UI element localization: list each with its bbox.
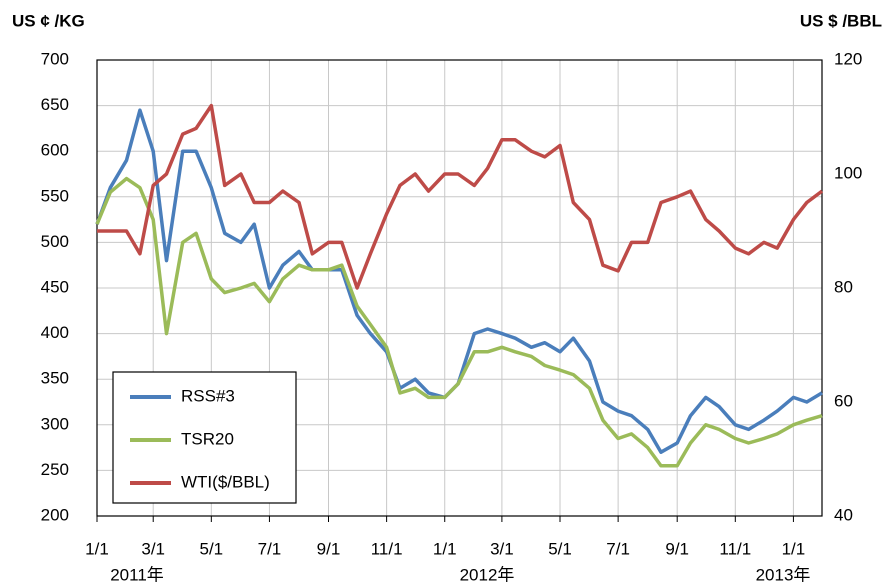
y-tick-label: 550 xyxy=(41,186,69,205)
x-tick-label: 3/1 xyxy=(490,539,514,558)
y-tick-label: 500 xyxy=(41,232,69,251)
legend-label: RSS#3 xyxy=(181,386,235,405)
series-line xyxy=(95,176,823,468)
x-tick-label: 9/1 xyxy=(665,539,689,558)
y-tick-label: 300 xyxy=(41,414,69,433)
x-tick-label: 1/1 xyxy=(85,539,109,558)
year-label: 2013年 xyxy=(756,565,811,584)
plot-border xyxy=(96,59,823,517)
x-tick-label: 3/1 xyxy=(141,539,165,558)
year-label: 2012年 xyxy=(460,565,515,584)
series-line xyxy=(97,103,824,290)
legend-label: WTI($/BBL) xyxy=(181,472,270,491)
y-tick-label: 600 xyxy=(41,141,69,160)
x-tick-label: 11/1 xyxy=(719,539,751,558)
y2-tick-label: 100 xyxy=(834,163,862,182)
x-tick-label: 9/1 xyxy=(317,539,341,558)
x-tick-label: 7/1 xyxy=(258,539,282,558)
y-tick-label: 200 xyxy=(41,505,69,524)
y-tick-label: 400 xyxy=(41,323,69,342)
y2-tick-label: 80 xyxy=(834,277,853,296)
y-tick-label: 450 xyxy=(41,277,69,296)
x-tick-label: 5/1 xyxy=(200,539,224,558)
y-axis-label: US ¢ /KG xyxy=(12,11,85,30)
legend-label: TSR20 xyxy=(181,429,234,448)
x-tick-label: 5/1 xyxy=(548,539,572,558)
x-tick-label: 1/1 xyxy=(433,539,457,558)
y-tick-label: 250 xyxy=(41,460,69,479)
y-tick-label: 350 xyxy=(41,369,69,388)
x-tick-label: 7/1 xyxy=(606,539,630,558)
y2-tick-label: 40 xyxy=(834,505,853,524)
x-tick-label: 1/1 xyxy=(782,539,806,558)
y2-axis-label: US $ /BBL xyxy=(800,11,882,30)
y2-tick-label: 60 xyxy=(834,391,853,410)
y2-tick-label: 120 xyxy=(834,49,862,68)
year-label: 2011年 xyxy=(110,565,164,584)
y-tick-label: 650 xyxy=(41,95,69,114)
y-tick-label: 700 xyxy=(41,49,69,68)
x-tick-label: 11/1 xyxy=(371,539,403,558)
